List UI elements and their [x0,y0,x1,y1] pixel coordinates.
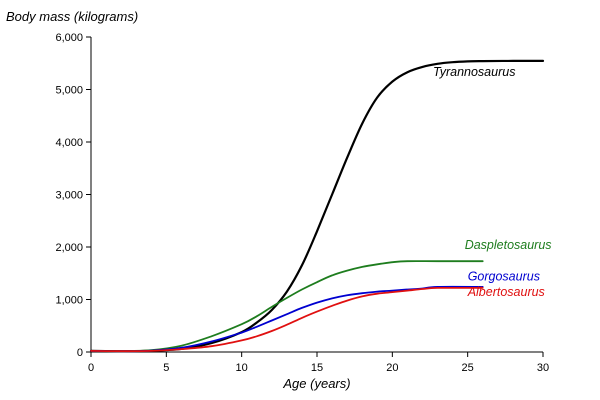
x-tick-label: 15 [311,362,323,374]
y-tick-label: 2,000 [55,242,83,254]
series-line-daspletosaurus [90,260,484,353]
y-axis-title: Body mass (kilograms) [6,9,138,24]
x-tick-label: 0 [88,362,94,374]
series-label-gorgosaurus: Gorgosaurus [468,269,540,283]
y-tick-label: 6,000 [55,32,83,44]
y-tick-label: 3,000 [55,190,83,202]
x-axis-title: Age (years) [282,376,350,391]
x-tick-label: 25 [462,362,474,374]
x-tick-label: 20 [386,362,398,374]
y-tick-label: 1,000 [55,295,83,307]
axis-ticks: 0 1,000 2,000 3,000 4,000 5,000 6,000 0 5 10 15 20 2… [55,32,549,374]
y-tick-label: 5,000 [55,85,83,97]
series-label-tyrannosaurus: Tyrannosaurus [433,65,515,79]
series-line-tyrannosaurus [89,59,545,353]
series-line-albertosaurus [90,286,484,353]
y-tick-label: 4,000 [55,137,83,149]
x-tick-label: 30 [537,362,549,374]
series-labels: Tyrannosaurus Daspletosaurus Gorgosaurus Al… [433,65,552,299]
series-label-albertosaurus: Albertosaurus [467,285,545,299]
series-label-daspletosaurus: Daspletosaurus [465,238,552,252]
series-line-gorgosaurus [90,285,484,353]
x-tick-label: 5 [163,362,169,374]
y-tick-label: 0 [77,347,83,359]
x-tick-label: 10 [236,362,248,374]
series-lines [89,59,545,353]
